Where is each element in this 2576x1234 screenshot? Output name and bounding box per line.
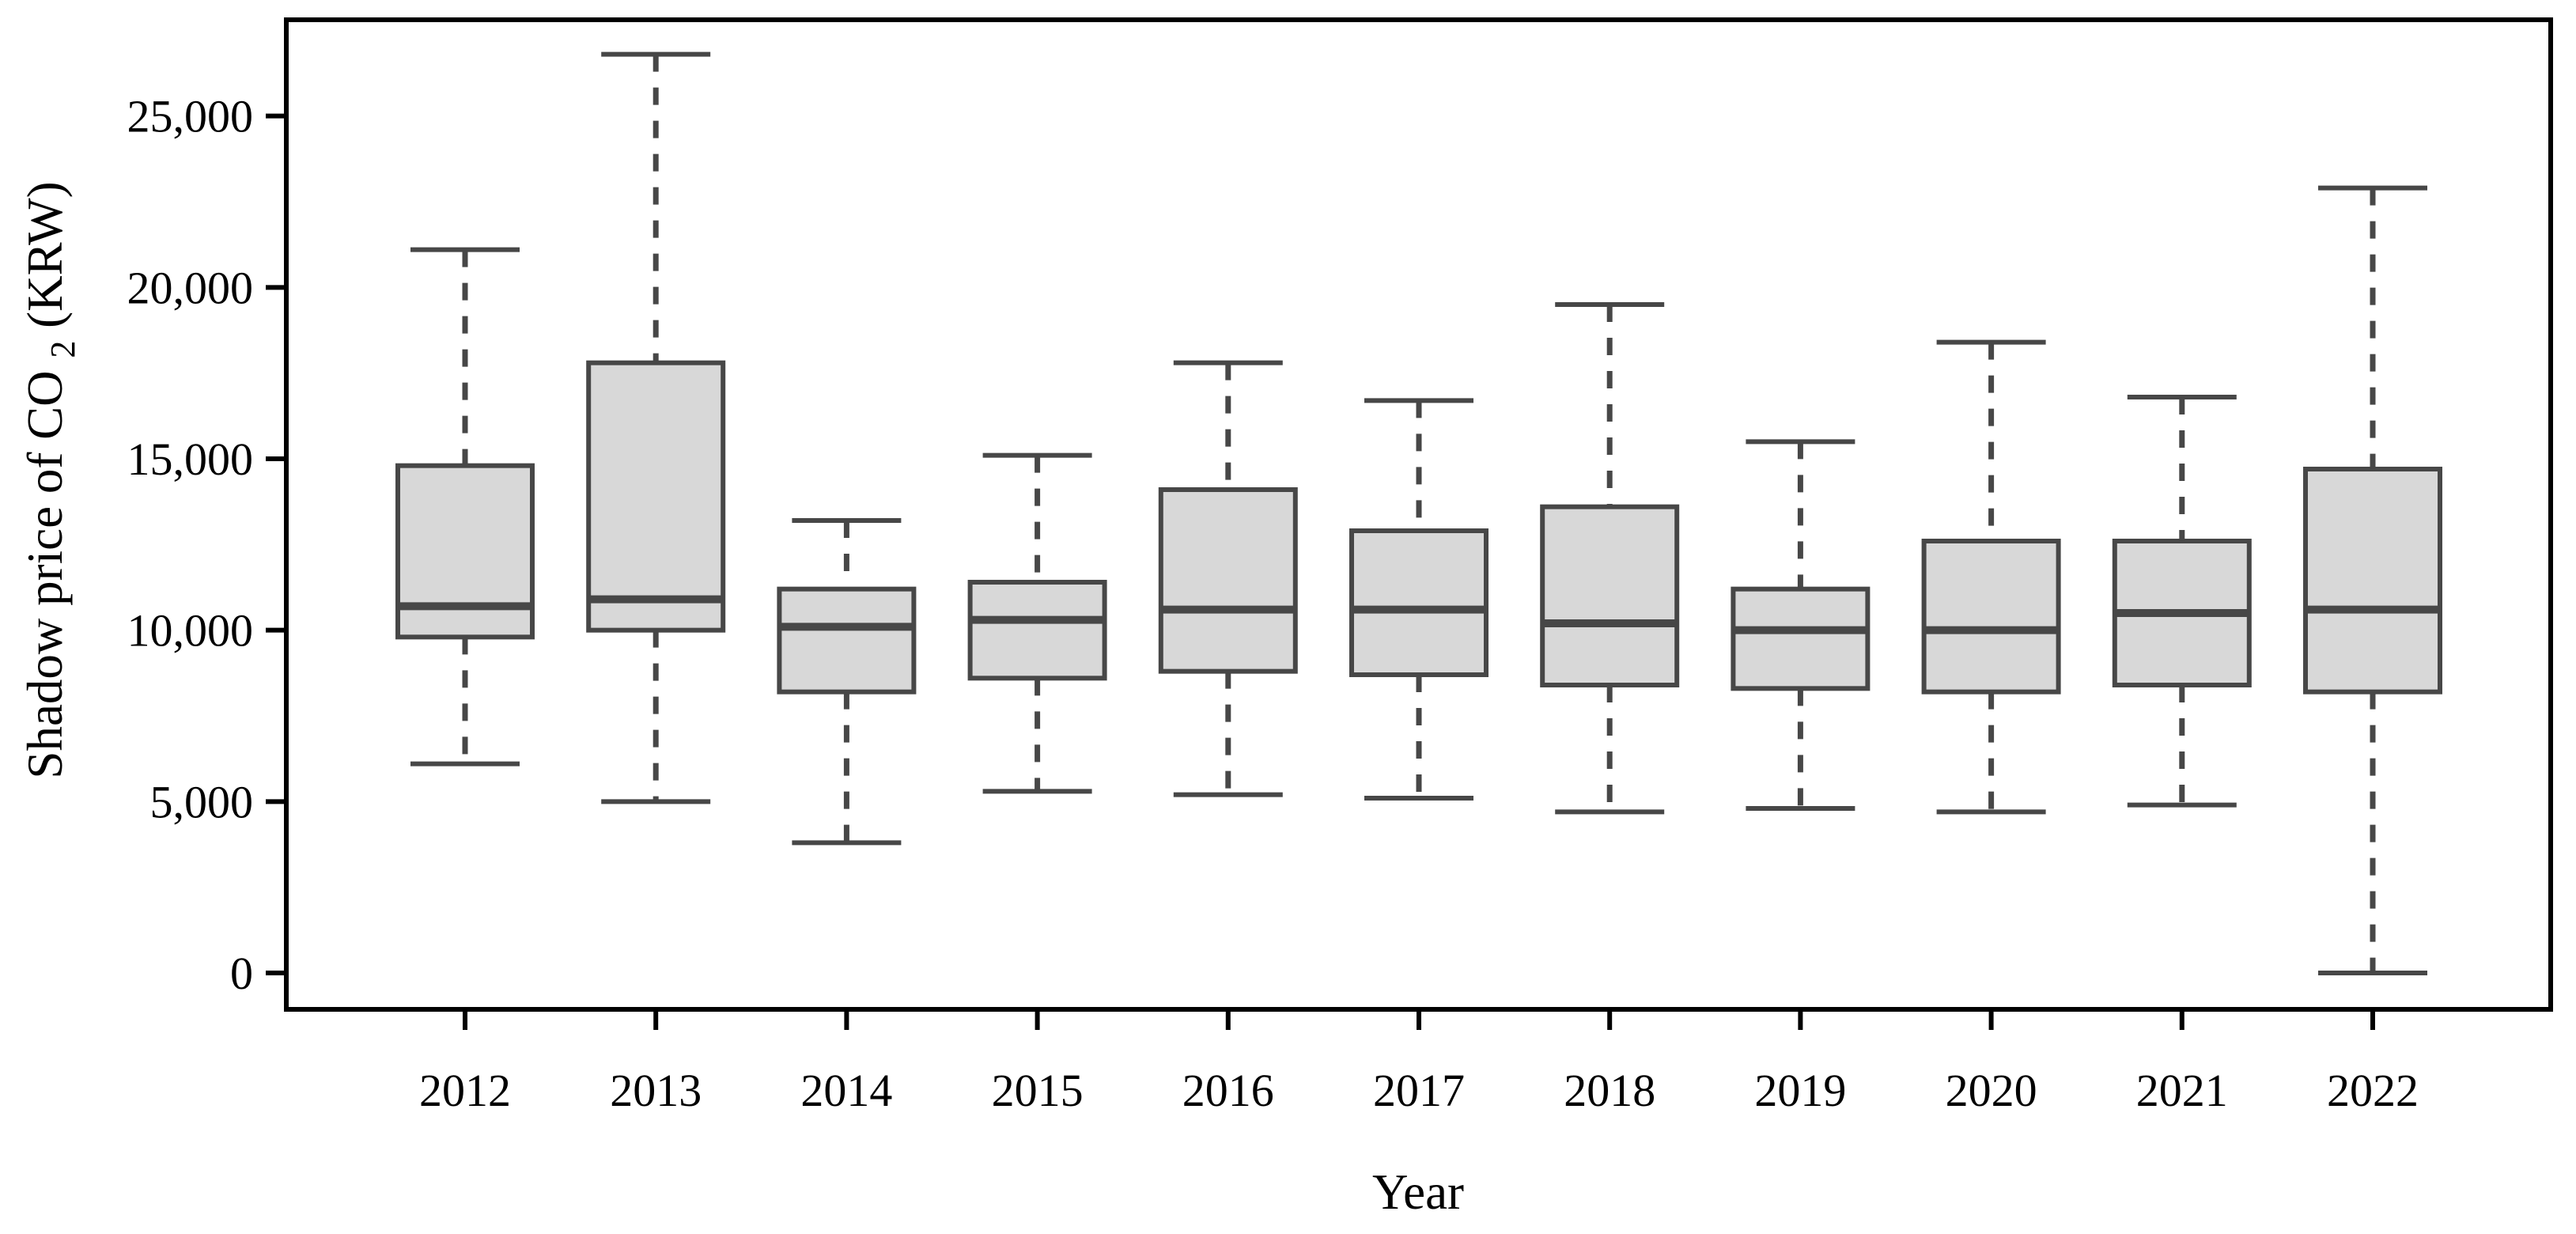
y-tick-label-25000: 25,000: [127, 91, 254, 142]
x-tick-label-2018: 2018: [1564, 1065, 1655, 1116]
box-2015: [967, 580, 1107, 681]
x-tick-label-2016: 2016: [1182, 1065, 1274, 1116]
box-2017: [1349, 528, 1488, 678]
x-tick-label-2013: 2013: [610, 1065, 702, 1116]
y-tick-label-5000: 5,000: [150, 776, 254, 827]
y-axis-title: Shadow price of CO 2 (KRW): [17, 181, 85, 778]
x-tick-label-2015: 2015: [992, 1065, 1084, 1116]
y-tick-label-0: 0: [230, 948, 253, 999]
box-2013: [586, 360, 726, 633]
y-tick-label-20000: 20,000: [127, 262, 254, 313]
x-tick-label-2014: 2014: [800, 1065, 892, 1116]
y-axis-title-suffix: (KRW): [17, 181, 73, 327]
x-tick-label-2020: 2020: [1946, 1065, 2037, 1116]
x-tick-label-2019: 2019: [1754, 1065, 1846, 1116]
box-2022: [2303, 467, 2442, 695]
x-tick-label-2012: 2012: [419, 1065, 511, 1116]
plot-area: 0 5,000 10,000 15,000 20,000 25,000 2012 2013 20…: [127, 17, 2553, 1116]
box-2018: [1540, 504, 1680, 688]
box-2020: [1921, 539, 2061, 695]
y-axis-title-prefix: Shadow price of CO: [17, 370, 73, 778]
x-tick-label-2021: 2021: [2136, 1065, 2228, 1116]
box-2019: [1731, 586, 1871, 691]
box-2014: [777, 586, 917, 695]
box-2012: [395, 463, 535, 640]
box-2016: [1158, 487, 1298, 674]
y-tick-label-10000: 10,000: [127, 605, 254, 657]
x-tick-label-2017: 2017: [1373, 1065, 1465, 1116]
x-axis-title: Year: [1372, 1164, 1464, 1220]
y-tick-label-15000: 15,000: [127, 433, 254, 485]
x-tick-label-2022: 2022: [2327, 1065, 2419, 1116]
y-axis-title-subscript: 2: [44, 341, 82, 358]
